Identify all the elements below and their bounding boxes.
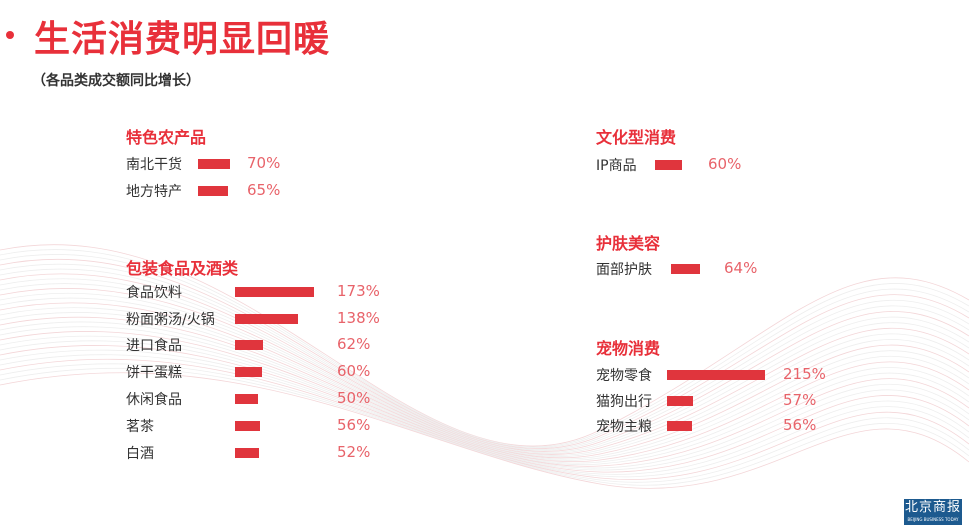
bar <box>667 421 693 431</box>
bar-row: 地方特产 65% <box>126 181 526 201</box>
wave-line <box>0 312 969 461</box>
wave-line <box>0 283 969 454</box>
wave-line <box>0 354 969 478</box>
wave-line <box>0 363 969 483</box>
category-label: 茗茶 <box>126 419 154 435</box>
wave-line <box>0 372 969 489</box>
bar-row: 饼干蛋糕 60% <box>126 362 526 382</box>
bar <box>198 186 228 196</box>
category-label: 粉面粥汤/火锅 <box>126 312 215 328</box>
wave-line <box>0 345 969 473</box>
wave-line <box>0 244 969 447</box>
bar-row: 南北干货 70% <box>126 154 526 174</box>
bar-row: 休闲食品 50% <box>126 389 526 409</box>
wave-line <box>0 273 969 452</box>
group-title: 宠物消费 <box>596 339 661 358</box>
bar <box>667 370 765 380</box>
category-label: 宠物零食 <box>596 368 652 384</box>
wave-line <box>0 367 969 486</box>
group-title: 特色农产品 <box>126 128 207 147</box>
category-label: 休闲食品 <box>126 392 182 408</box>
bar-row: 宠物主粮 56% <box>596 416 969 436</box>
value-label: 52% <box>337 443 371 461</box>
bar-row: 食品饮料 173% <box>126 282 526 302</box>
bar-row: 宠物零食 215% <box>596 365 969 385</box>
wave-line <box>0 249 969 448</box>
value-label: 62% <box>337 335 371 353</box>
wave-line <box>0 288 969 455</box>
category-label: 饼干蛋糕 <box>126 365 182 381</box>
value-label: 56% <box>783 416 817 434</box>
bar-row: 茗茶 56% <box>126 416 526 436</box>
wave-line <box>0 340 969 471</box>
value-label: 138% <box>337 309 380 327</box>
category-label: 地方特产 <box>126 184 182 200</box>
page-subtitle: （各品类成交额同比增长） <box>32 73 200 89</box>
category-label: IP商品 <box>596 158 637 174</box>
value-label: 173% <box>337 282 380 300</box>
wave-line <box>0 358 969 480</box>
page-title: 生活消费明显回暖 <box>34 19 331 60</box>
value-label: 64% <box>724 259 758 277</box>
wave-line <box>0 297 969 458</box>
wave-line <box>0 331 969 467</box>
bar <box>655 160 683 170</box>
category-label: 宠物主粮 <box>596 419 652 435</box>
wave-line <box>0 268 969 451</box>
value-label: 60% <box>337 362 371 380</box>
wave-line <box>0 254 969 448</box>
category-label: 南北干货 <box>126 157 182 173</box>
wave-line <box>0 263 969 450</box>
wave-line <box>0 326 969 466</box>
value-label: 56% <box>337 416 371 434</box>
group-title: 护肤美容 <box>596 234 661 253</box>
wave-line <box>0 278 969 453</box>
value-label: 70% <box>247 154 281 172</box>
wave-line <box>0 302 969 459</box>
wave-line <box>0 292 969 456</box>
bar-row: 进口食品 62% <box>126 335 526 355</box>
category-label: 面部护肤 <box>596 262 652 278</box>
beijing-business-today-logo: 北京商报 BEIJING BUSINESS TODAY <box>904 499 962 525</box>
title-bullet <box>6 31 14 39</box>
value-label: 215% <box>783 365 826 383</box>
bar <box>235 367 263 377</box>
bar-row: 猫狗出行 57% <box>596 391 969 411</box>
bar-row: 白酒 52% <box>126 443 526 463</box>
wave-line <box>0 316 969 462</box>
value-label: 60% <box>708 155 742 173</box>
wave-line <box>0 335 969 469</box>
bar <box>667 396 693 406</box>
category-label: 进口食品 <box>126 338 182 354</box>
bar <box>235 394 258 404</box>
value-label: 57% <box>783 391 817 409</box>
bar <box>235 421 261 431</box>
category-label: 食品饮料 <box>126 285 182 301</box>
wave-line <box>0 349 969 475</box>
bar <box>235 448 259 458</box>
wave-line <box>0 321 969 464</box>
wave-line <box>0 258 969 449</box>
bar-row: 粉面粥汤/火锅 138% <box>126 309 526 329</box>
group-title: 文化型消费 <box>596 128 677 147</box>
bar <box>235 314 298 324</box>
bar <box>198 159 230 169</box>
group-title: 包装食品及酒类 <box>126 259 239 278</box>
value-label: 65% <box>247 181 281 199</box>
category-label: 白酒 <box>126 446 154 462</box>
bar <box>671 264 701 274</box>
bar <box>235 340 264 350</box>
bar-row: 面部护肤 64% <box>596 259 969 279</box>
bar <box>235 287 314 297</box>
value-label: 50% <box>337 389 371 407</box>
wave-line <box>0 307 969 460</box>
category-label: 猫狗出行 <box>596 394 652 410</box>
bar-row: IP商品 60% <box>596 155 969 175</box>
